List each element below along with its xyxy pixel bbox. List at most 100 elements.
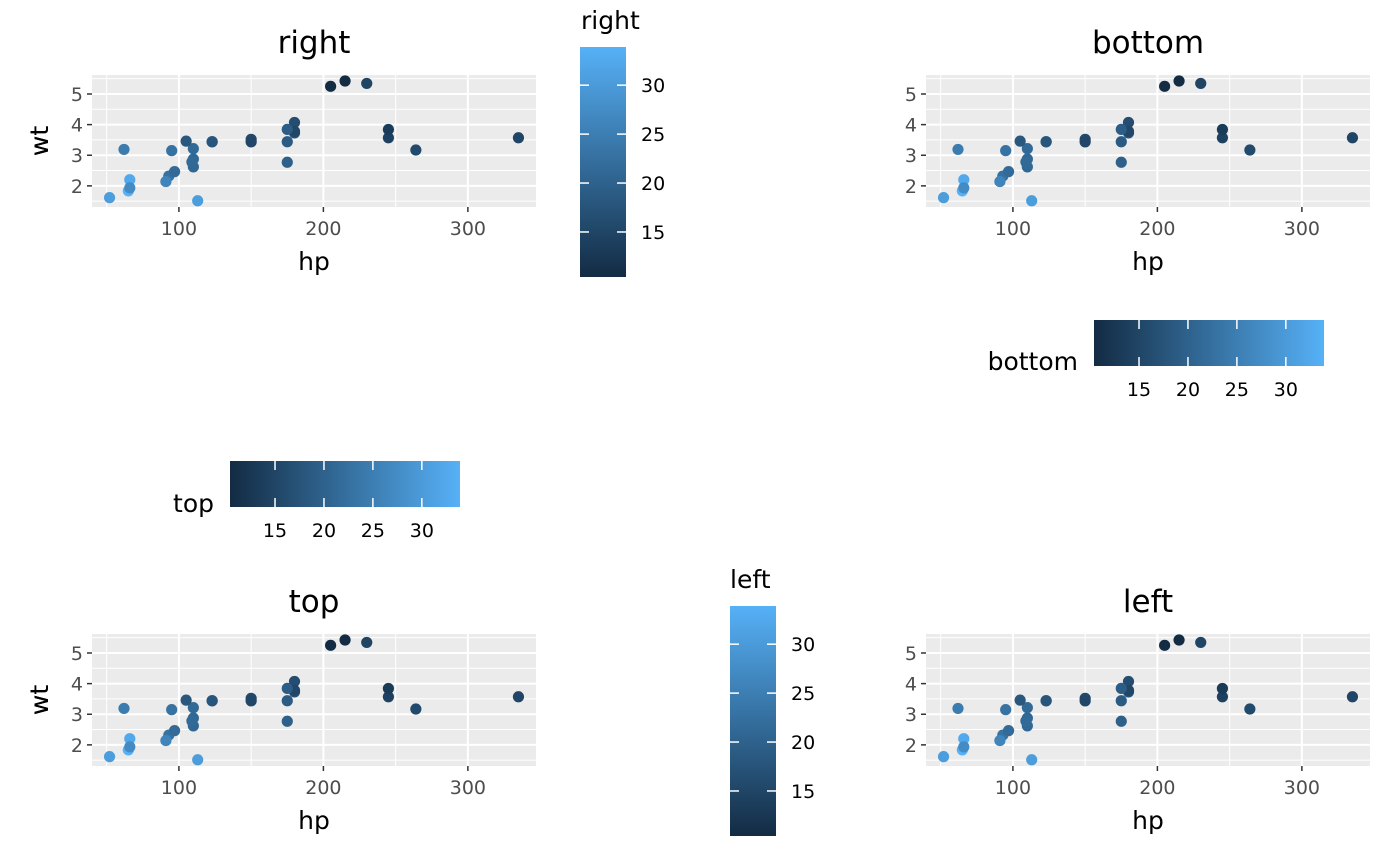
data-point: [124, 741, 136, 753]
y-tick-label: 2: [905, 176, 917, 198]
x-tick-label: 200: [1139, 777, 1175, 799]
data-point: [1040, 695, 1052, 707]
y-tick-label: 5: [905, 643, 917, 665]
panel-title: bottom: [1092, 25, 1204, 61]
data-point: [1000, 145, 1012, 157]
x-tick-label: 100: [161, 777, 197, 799]
data-point: [187, 143, 199, 155]
data-point: [361, 77, 373, 90]
data-point: [994, 175, 1006, 188]
colorbar-legend-top: top 15 20 25 30: [173, 461, 460, 542]
data-point: [281, 136, 293, 148]
chart-panel-right: 100 200 300 2 3 4 5 right hp wt: [25, 25, 536, 276]
data-point: [206, 136, 218, 148]
colorbar-legend-left: left 15 20 25 30: [730, 565, 815, 836]
chart-panel-left: 100 200 300 2 3 4 5 left hp wt: [25, 584, 1370, 835]
data-point: [1122, 116, 1135, 129]
data-point: [245, 136, 257, 148]
data-point: [1216, 123, 1229, 136]
data-point: [958, 741, 970, 753]
y-axis-label: wt: [25, 126, 54, 156]
data-point: [1346, 132, 1359, 144]
data-point: [288, 116, 301, 129]
data-point: [180, 135, 192, 147]
data-point: [206, 695, 218, 707]
legend-tick-label: 20: [1176, 379, 1200, 401]
data-point: [994, 734, 1006, 747]
data-point: [325, 80, 337, 92]
data-point: [410, 703, 422, 715]
x-tick-label: 100: [995, 218, 1031, 240]
data-point: [339, 634, 351, 646]
data-point: [1014, 694, 1026, 706]
x-axis-label: hp: [298, 247, 330, 276]
chart-panel-top: 100 200 300 2 3 4 5 top hp wt: [25, 584, 536, 835]
legend-tick-label: 25: [791, 683, 815, 705]
data-point: [186, 715, 198, 727]
data-point: [118, 143, 130, 156]
legend-tick-label: 30: [1274, 379, 1298, 401]
legend-title: left: [730, 565, 771, 594]
y-tick-label: 2: [71, 735, 83, 757]
x-tick-label: 200: [305, 777, 341, 799]
data-point: [1216, 132, 1229, 144]
data-point: [382, 123, 395, 136]
data-point: [937, 192, 950, 204]
legend-tick-label: 25: [361, 520, 385, 542]
y-tick-label: 5: [71, 84, 83, 106]
data-point: [1195, 636, 1207, 649]
y-tick-label: 4: [905, 674, 917, 696]
data-point: [124, 174, 136, 186]
data-point: [1115, 715, 1127, 727]
data-point: [281, 695, 293, 707]
data-point: [339, 75, 351, 87]
data-point: [1000, 704, 1012, 716]
y-axis-label: wt: [25, 685, 54, 715]
data-point: [166, 704, 178, 716]
y-tick-label: 5: [71, 643, 83, 665]
x-tick-label: 300: [450, 218, 486, 240]
data-point: [1079, 695, 1091, 707]
data-point: [958, 733, 970, 745]
data-point: [186, 156, 198, 168]
data-point: [952, 702, 964, 715]
data-point: [1020, 715, 1032, 727]
data-point: [1026, 754, 1038, 766]
data-point: [1159, 80, 1171, 92]
colorbar-legend-right: right 15 20 25 30: [580, 6, 665, 277]
data-point: [1021, 702, 1033, 714]
x-tick-label: 100: [995, 777, 1031, 799]
x-tick-label: 100: [161, 218, 197, 240]
data-point: [1040, 136, 1052, 148]
chart-panel-bottom: 100 200 300 2 3 4 5 bottom hp wt: [25, 25, 1370, 276]
data-point: [1002, 166, 1015, 178]
colorbar: [730, 606, 776, 836]
data-point: [1346, 691, 1359, 703]
data-point: [1115, 123, 1127, 135]
y-tick-label: 4: [71, 115, 83, 137]
x-tick-label: 200: [305, 218, 341, 240]
x-tick-label: 300: [1284, 777, 1320, 799]
y-axis-label: wt: [25, 126, 54, 156]
data-point: [1079, 136, 1091, 148]
data-point: [1122, 675, 1135, 688]
data-point: [1244, 703, 1256, 715]
data-point: [1115, 136, 1127, 148]
data-point: [1002, 725, 1015, 737]
legend-tick-label: 30: [410, 520, 434, 542]
y-tick-label: 2: [71, 176, 83, 198]
data-point: [281, 715, 293, 727]
y-tick-label: 4: [905, 115, 917, 137]
data-point: [1216, 682, 1229, 695]
data-point: [281, 682, 293, 694]
data-point: [192, 195, 204, 207]
colorbar-legend-bottom: bottom 15 20 25 30: [988, 320, 1324, 401]
data-point: [281, 156, 293, 168]
data-point: [952, 143, 964, 156]
data-point: [958, 182, 970, 194]
x-axis-label: hp: [1132, 806, 1164, 835]
legend-title: bottom: [988, 347, 1078, 376]
legend-tick-label: 15: [791, 781, 815, 803]
x-axis-label: hp: [298, 806, 330, 835]
data-point: [168, 166, 181, 178]
